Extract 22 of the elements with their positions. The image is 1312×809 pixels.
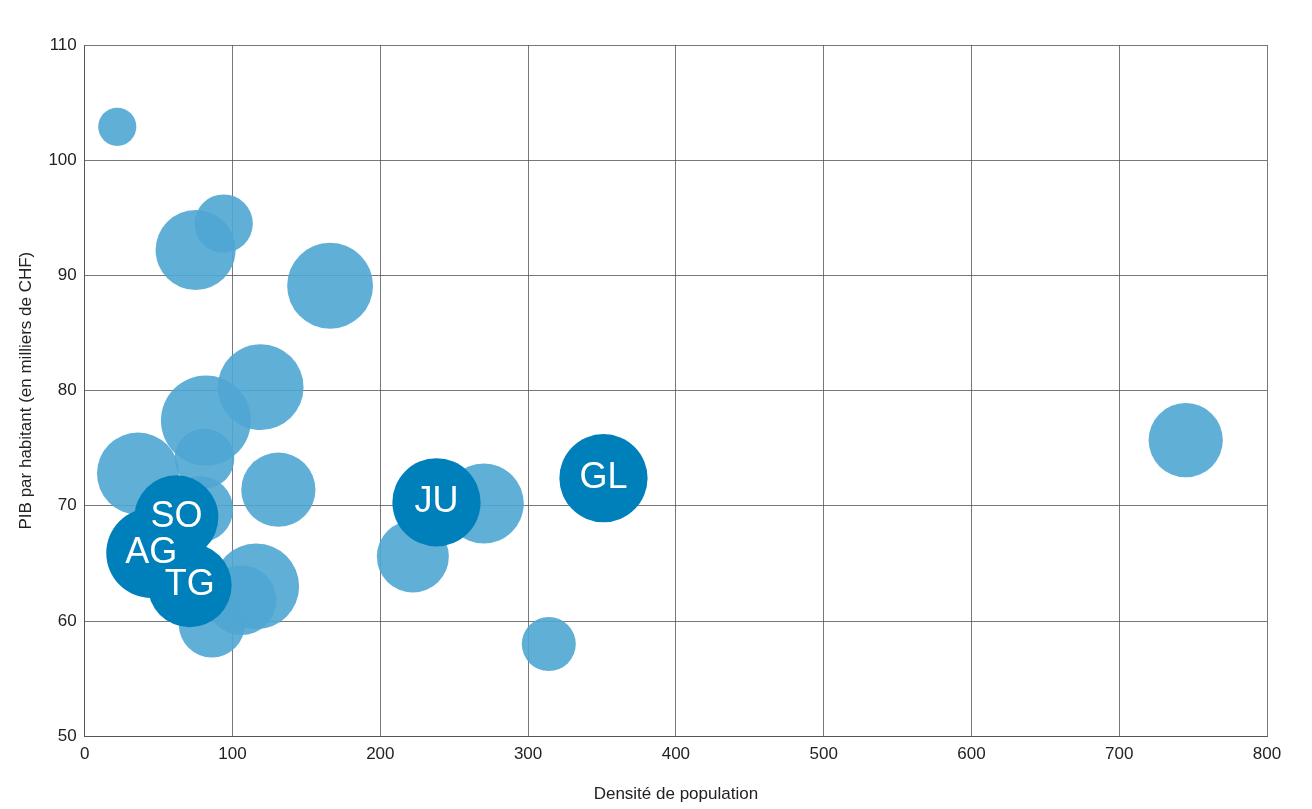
x-tick-label: 500 bbox=[809, 744, 838, 764]
y-tick-label: 80 bbox=[57, 380, 77, 400]
y-tick-label: 50 bbox=[57, 725, 77, 745]
y-tick-label: 70 bbox=[57, 495, 77, 515]
y-tick-label: 90 bbox=[57, 265, 77, 285]
annotation: TG bbox=[164, 562, 215, 604]
x-tick-label: 800 bbox=[1252, 744, 1282, 764]
annotation: JU bbox=[414, 479, 459, 521]
y-axis-title: PIB par habitant (en milliers de CHF) bbox=[15, 251, 35, 530]
x-tick-label: 600 bbox=[957, 744, 986, 764]
x-tick-label: 700 bbox=[1105, 744, 1134, 764]
x-tick-label: 300 bbox=[513, 744, 543, 764]
x-tick-label: 200 bbox=[366, 744, 395, 764]
x-axis-title: Densité de population bbox=[593, 784, 759, 804]
annotation: SO bbox=[150, 494, 203, 536]
annotation: GL bbox=[579, 455, 628, 497]
y-tick-label: 100 bbox=[48, 149, 77, 169]
y-tick-label: 110 bbox=[49, 34, 77, 54]
y-tick-label: 60 bbox=[57, 610, 77, 630]
x-tick-label: 100 bbox=[218, 744, 247, 764]
x-tick-label: 400 bbox=[661, 744, 691, 764]
x-tick-label: 0 bbox=[80, 744, 90, 764]
